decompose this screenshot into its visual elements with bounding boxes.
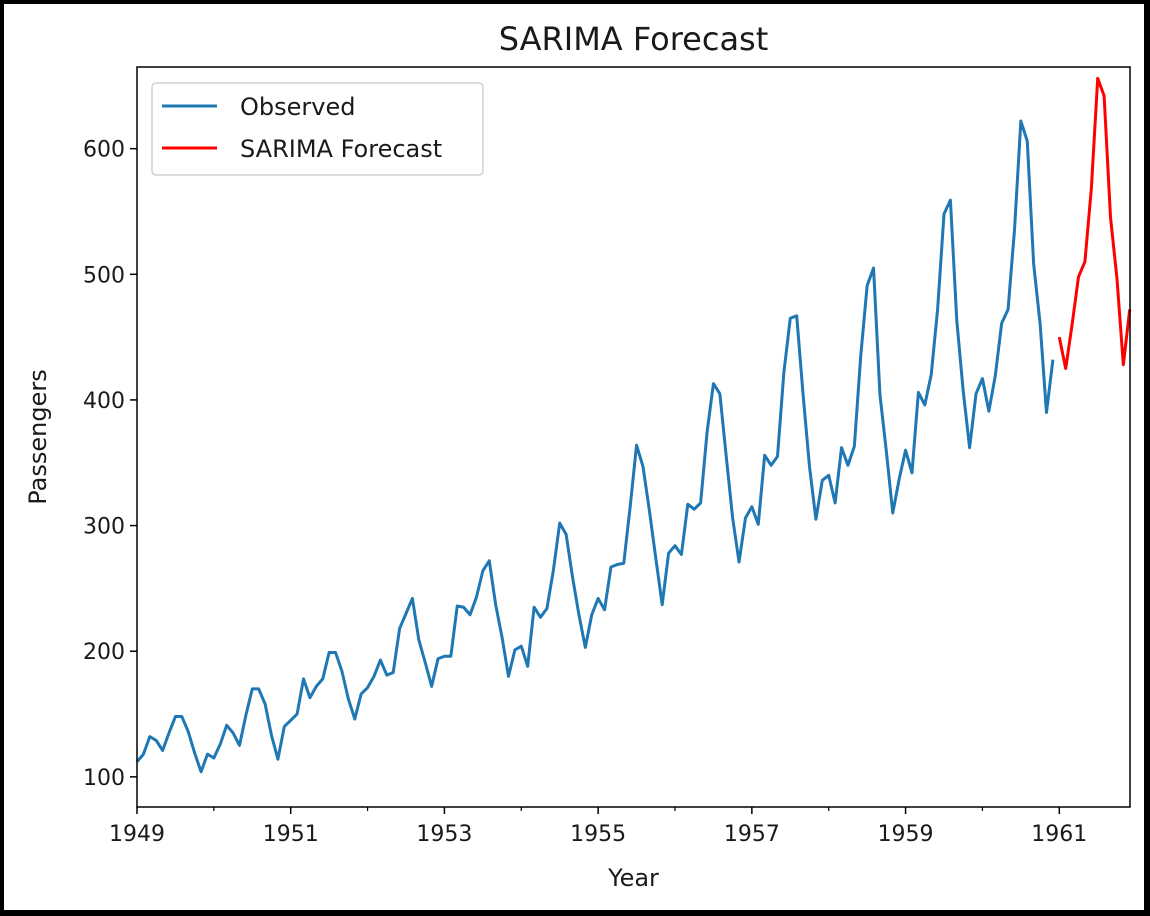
x-tick-label: 1955	[570, 822, 626, 847]
x-tick-label: 1959	[878, 822, 934, 847]
x-axis-label: Year	[607, 864, 659, 892]
legend-label: Observed	[240, 93, 355, 121]
y-tick-label: 300	[83, 515, 125, 540]
x-tick-label: 1957	[724, 822, 780, 847]
y-tick-label: 500	[83, 263, 125, 288]
chart-svg: SARIMA Forecast 100 200 300 400 500 600 1949 19…	[24, 20, 1132, 892]
y-tick-label: 100	[83, 766, 125, 791]
series-line-forecast	[1057, 76, 1132, 371]
x-tick-label: 1949	[109, 822, 165, 847]
x-tick-label: 1953	[416, 822, 472, 847]
plot-area: 100 200 300 400 500 600 1949 1951 1953 1955 1957 19…	[83, 66, 1132, 847]
legend: Observed SARIMA Forecast	[151, 82, 484, 176]
y-tick-label: 400	[83, 389, 125, 414]
y-tick-label: 600	[83, 138, 125, 163]
legend-label: SARIMA Forecast	[240, 135, 442, 163]
y-tick-label: 200	[83, 640, 125, 665]
y-axis-label: Passengers	[24, 369, 52, 504]
legend-box	[151, 82, 484, 176]
x-tick-label: 1961	[1031, 822, 1087, 847]
chart-title: SARIMA Forecast	[499, 20, 769, 58]
chart-frame: SARIMA Forecast 100 200 300 400 500 600 1949 19…	[4, 4, 1144, 910]
axes-frame	[136, 66, 1131, 808]
x-tick-label: 1951	[263, 822, 319, 847]
series-line-observed	[135, 119, 1055, 774]
